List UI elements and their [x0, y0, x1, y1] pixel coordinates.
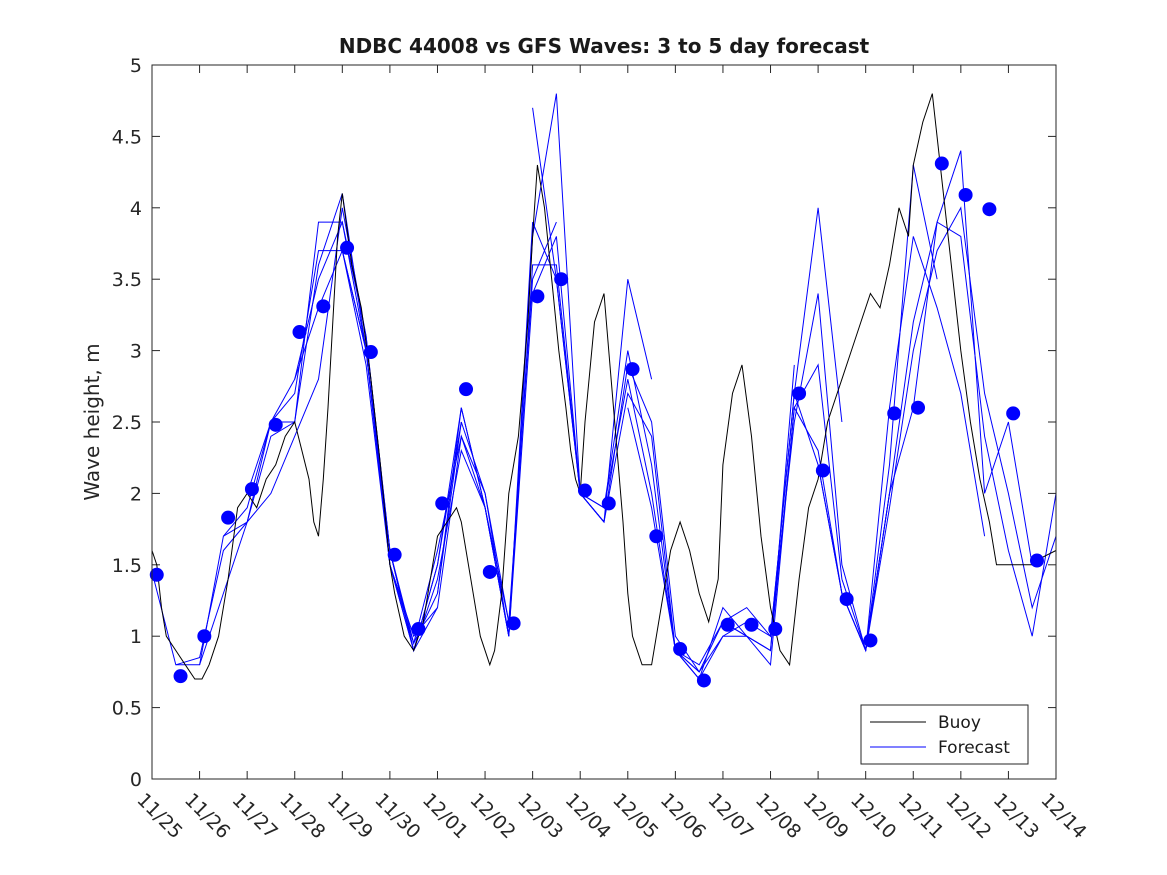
y-tick-label: 1 [130, 626, 142, 648]
forecast-marker [625, 362, 640, 377]
x-tick-label: 12/06 [656, 789, 710, 843]
forecast-marker [149, 567, 164, 582]
forecast-marker [815, 463, 830, 478]
chart-title: NDBC 44008 vs GFS Waves: 3 to 5 day fore… [339, 34, 870, 58]
x-tick-label: 11/26 [180, 789, 234, 843]
forecast-marker [577, 483, 592, 498]
forecast-marker [221, 510, 236, 525]
forecast-line [579, 207, 843, 666]
forecast-marker [673, 642, 688, 657]
forecast-marker [911, 400, 926, 415]
x-tick-label: 12/07 [703, 789, 757, 843]
forecast-line [223, 220, 486, 651]
forecast-marker [982, 202, 997, 217]
x-tick-label: 11/25 [132, 789, 186, 843]
forecast-marker [934, 156, 949, 171]
plot-area [152, 65, 1056, 779]
x-tick-label: 11/27 [228, 789, 282, 843]
y-tick-labels: 0 0.5 1 1.5 2 2.5 3 3.5 4 4.5 5 [112, 55, 142, 791]
forecast-marker [792, 386, 807, 401]
forecast-marker [244, 482, 259, 497]
forecast-marker [435, 496, 450, 511]
forecast-marker [1029, 553, 1044, 568]
x-tick-label: 11/29 [323, 789, 377, 843]
forecast-marker [958, 187, 973, 202]
x-tick-label: 12/12 [941, 789, 995, 843]
x-tick-label: 12/14 [1036, 789, 1090, 843]
forecast-marker [768, 622, 783, 637]
forecast-markers [149, 156, 1044, 688]
y-tick-label: 3 [130, 341, 142, 363]
x-tick-label: 11/30 [370, 789, 424, 843]
forecast-marker [268, 417, 283, 432]
x-tick-labels: 11/2511/2611/2711/2811/2911/3012/0112/02… [132, 789, 1090, 843]
forecast-marker [720, 617, 735, 632]
y-tick-label: 2 [130, 483, 142, 505]
legend-forecast-label: Forecast [938, 738, 1010, 758]
forecast-marker [292, 325, 307, 340]
x-tick-label: 12/08 [751, 789, 805, 843]
forecast-marker [601, 496, 616, 511]
forecast-marker [363, 345, 378, 360]
y-tick-label: 4 [130, 198, 142, 220]
forecast-line [437, 236, 700, 673]
forecast-marker [459, 382, 474, 397]
series-layer [151, 93, 1057, 681]
y-tick-label: 3.5 [112, 269, 142, 291]
y-tick-label: 5 [130, 55, 142, 77]
forecast-line [817, 206, 1057, 653]
forecast-marker [887, 406, 902, 421]
forecast-marker [387, 547, 402, 562]
forecast-marker [530, 289, 545, 304]
forecast-line [770, 150, 1033, 653]
forecast-line [246, 250, 510, 646]
forecast-marker [482, 564, 497, 579]
legend-box [860, 704, 1029, 765]
forecast-marker [316, 299, 331, 314]
y-tick-label: 2.5 [112, 412, 142, 434]
forecast-marker [554, 272, 569, 287]
forecast-marker [506, 616, 521, 631]
forecast-line [627, 293, 890, 680]
forecast-line [865, 221, 1057, 651]
y-tick-label: 0.5 [112, 698, 142, 720]
forecast-line [341, 250, 605, 652]
forecast-marker [649, 529, 664, 544]
x-tick-label: 12/04 [561, 789, 615, 843]
x-tick-label: 11/28 [275, 789, 329, 843]
x-tick-label: 12/02 [466, 789, 520, 843]
plot-frame [151, 64, 1057, 780]
forecast-marker [1006, 406, 1021, 421]
x-tick-label: 12/01 [418, 789, 472, 843]
forecast-marker [173, 669, 188, 684]
legend-buoy-label: Buoy [938, 713, 981, 733]
x-tick-label: 12/13 [989, 789, 1043, 843]
x-tick-label: 12/09 [799, 789, 853, 843]
axis-ticks [151, 64, 1057, 780]
x-tick-label: 12/10 [846, 789, 900, 843]
forecast-marker [744, 617, 759, 632]
legend: Buoy Forecast [860, 704, 1029, 765]
forecast-marker [839, 592, 854, 607]
y-tick-label: 4.5 [112, 126, 142, 148]
forecast-marker [340, 240, 355, 255]
forecast-marker [863, 633, 878, 648]
y-axis-label: Wave height, m [80, 343, 104, 500]
x-tick-label: 12/05 [608, 789, 662, 843]
forecast-marker [411, 622, 426, 637]
forecast-marker [696, 673, 711, 688]
x-tick-label: 12/11 [894, 789, 948, 843]
y-tick-label: 1.5 [112, 555, 142, 577]
y-tick-label: 0 [130, 769, 142, 791]
forecast-marker [197, 629, 212, 644]
buoy-line [151, 93, 1057, 680]
x-tick-label: 12/03 [513, 789, 567, 843]
